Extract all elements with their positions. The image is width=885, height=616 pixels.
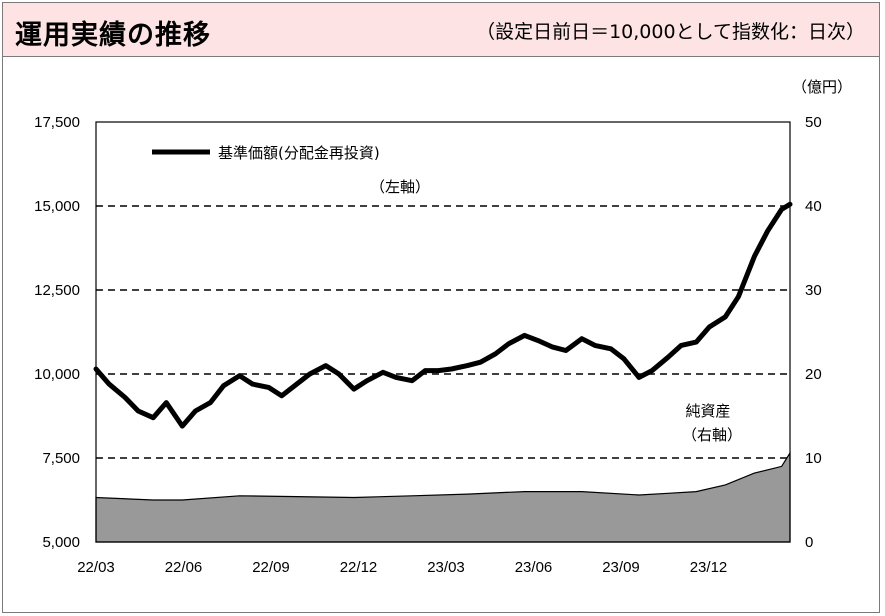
x-tick-label: 22/12 xyxy=(340,559,378,576)
panel-title: 運用実績の推移 xyxy=(15,20,211,51)
left-tick-label: 5,000 xyxy=(42,534,80,551)
left-tick-label: 17,500 xyxy=(34,114,80,131)
right-tick-label: 40 xyxy=(805,198,822,215)
plot-area-border xyxy=(95,121,791,543)
nav-line xyxy=(93,201,793,429)
legend-nav-label: 基準価額(分配金再投資) xyxy=(218,144,380,162)
x-tick-label: 22/09 xyxy=(252,559,290,576)
left-tick-label: 7,500 xyxy=(42,450,80,467)
right-tick-label: 30 xyxy=(805,282,822,299)
left-tick-label: 15,000 xyxy=(34,198,80,215)
index-note: （設定日前日＝10,000として指数化：日次） xyxy=(476,21,865,43)
right-tick-label: 0 xyxy=(805,534,813,551)
x-tick-label: 22/06 xyxy=(165,559,203,576)
grid-lines xyxy=(96,205,790,459)
right-tick-label: 20 xyxy=(805,366,822,383)
x-tick-label: 23/06 xyxy=(515,559,553,576)
net-assets-area xyxy=(95,450,791,543)
panel-header: 運用実績の推移 （設定日前日＝10,000として指数化：日次） xyxy=(3,3,879,57)
left-tick-label: 10,000 xyxy=(34,366,80,383)
nav-line-layer xyxy=(93,201,793,429)
net-assets-axis-note: （右軸） xyxy=(682,426,742,444)
legend-nav-axis-note: （左軸） xyxy=(370,178,430,196)
x-axis-ticks: 22/03 22/06 22/09 22/12 23/03 23/06 23/09 23/12 xyxy=(77,559,727,576)
x-tick-label: 23/03 xyxy=(427,559,465,576)
x-tick-label: 23/12 xyxy=(690,559,728,576)
x-tick-label: 23/09 xyxy=(602,559,640,576)
right-axis-ticks: 0 10 20 30 40 50 xyxy=(805,114,822,551)
left-tick-label: 12,500 xyxy=(34,282,80,299)
right-tick-label: 50 xyxy=(805,114,822,131)
net-assets-label: 純資産 xyxy=(685,402,730,420)
right-axis-unit: （億円） xyxy=(792,78,852,96)
net-assets-area-path xyxy=(95,450,791,543)
left-axis-ticks: 5,000 7,500 10,000 12,500 15,000 17,500 xyxy=(34,114,80,551)
right-tick-label: 10 xyxy=(805,450,822,467)
x-tick-label: 22/03 xyxy=(77,559,115,576)
